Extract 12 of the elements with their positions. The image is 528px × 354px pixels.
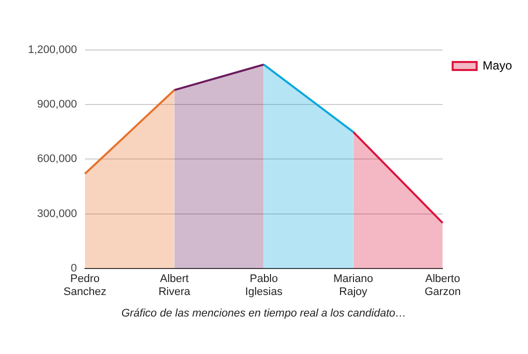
x-tick-label: Pablo Iglesias [245,273,283,298]
y-tick-label: 0 [70,262,77,274]
y-tick-label: 1,200,000 [28,44,77,56]
x-tick-label: Mariano Rajoy [333,273,374,298]
x-axis-title: Gráfico de las menciones en tiempo real a los candidato… [121,307,406,320]
y-tick-label: 600,000 [37,153,77,166]
y-tick-label: 300,000 [37,208,77,220]
x-tick-label: Albert Rivera [158,273,192,298]
legend-label: Mayo [482,58,512,72]
x-tick-label: Pedro Sanchez [64,273,106,298]
y-tick-label: 900,000 [37,98,77,111]
x-tick-label: Alberto Garzon [424,273,461,298]
